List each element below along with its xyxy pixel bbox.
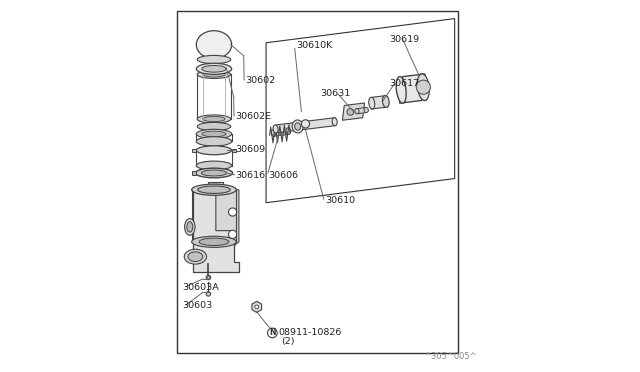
Polygon shape: [399, 74, 425, 103]
Ellipse shape: [206, 292, 211, 296]
Ellipse shape: [255, 305, 259, 309]
Ellipse shape: [197, 55, 231, 64]
Text: 30606: 30606: [269, 171, 299, 180]
Ellipse shape: [203, 116, 225, 122]
Text: 30603: 30603: [182, 301, 212, 310]
Ellipse shape: [187, 222, 193, 232]
Ellipse shape: [294, 123, 301, 130]
Text: 08911-10826: 08911-10826: [278, 328, 342, 337]
Ellipse shape: [286, 128, 291, 135]
Ellipse shape: [355, 109, 359, 114]
Ellipse shape: [202, 65, 226, 72]
Ellipse shape: [196, 129, 232, 138]
Ellipse shape: [184, 218, 195, 235]
Polygon shape: [275, 118, 335, 133]
Ellipse shape: [369, 97, 375, 109]
Ellipse shape: [202, 170, 227, 176]
Ellipse shape: [301, 120, 310, 128]
Polygon shape: [356, 108, 367, 114]
Polygon shape: [191, 149, 196, 152]
Ellipse shape: [198, 186, 230, 193]
Text: 30610K: 30610K: [296, 41, 332, 50]
Text: ^305^005^: ^305^005^: [424, 352, 476, 361]
Ellipse shape: [197, 122, 231, 131]
Text: 30609: 30609: [235, 145, 266, 154]
Ellipse shape: [271, 129, 276, 136]
Ellipse shape: [228, 230, 237, 238]
Bar: [177, 11, 458, 353]
Ellipse shape: [228, 208, 237, 216]
Ellipse shape: [417, 74, 429, 100]
Polygon shape: [216, 190, 239, 246]
Polygon shape: [232, 149, 236, 152]
Ellipse shape: [364, 108, 369, 113]
Text: 30616: 30616: [235, 171, 266, 180]
Text: 30619: 30619: [389, 35, 419, 44]
Ellipse shape: [197, 115, 231, 123]
Text: 30610: 30610: [325, 196, 355, 205]
Text: 30631: 30631: [320, 89, 350, 98]
Text: (2): (2): [281, 337, 294, 346]
Circle shape: [268, 328, 277, 338]
Ellipse shape: [202, 131, 226, 137]
Polygon shape: [209, 182, 223, 190]
Polygon shape: [193, 190, 239, 272]
Ellipse shape: [416, 80, 431, 94]
Polygon shape: [371, 96, 387, 109]
Ellipse shape: [196, 63, 232, 74]
Text: 30602: 30602: [245, 76, 275, 85]
Ellipse shape: [273, 125, 278, 133]
Polygon shape: [342, 103, 365, 120]
Ellipse shape: [191, 236, 236, 247]
Ellipse shape: [196, 31, 232, 58]
Ellipse shape: [197, 70, 231, 78]
Ellipse shape: [332, 118, 337, 126]
Polygon shape: [193, 171, 196, 175]
Ellipse shape: [191, 184, 236, 195]
Text: 30617: 30617: [389, 79, 419, 88]
Ellipse shape: [199, 238, 229, 246]
Ellipse shape: [203, 72, 225, 77]
Ellipse shape: [347, 109, 354, 115]
Text: 30603A: 30603A: [182, 283, 219, 292]
Ellipse shape: [383, 96, 388, 108]
Ellipse shape: [206, 275, 211, 280]
Ellipse shape: [419, 74, 428, 100]
Polygon shape: [273, 128, 289, 136]
Ellipse shape: [396, 77, 406, 103]
Ellipse shape: [188, 252, 203, 262]
Ellipse shape: [184, 249, 207, 264]
Ellipse shape: [207, 276, 209, 279]
Ellipse shape: [196, 161, 232, 170]
Ellipse shape: [292, 120, 303, 133]
Ellipse shape: [196, 137, 232, 146]
Ellipse shape: [196, 146, 232, 155]
Text: N: N: [269, 328, 276, 337]
Polygon shape: [252, 301, 262, 312]
Ellipse shape: [383, 96, 389, 108]
Text: 30602E: 30602E: [235, 112, 271, 121]
Ellipse shape: [195, 168, 232, 178]
